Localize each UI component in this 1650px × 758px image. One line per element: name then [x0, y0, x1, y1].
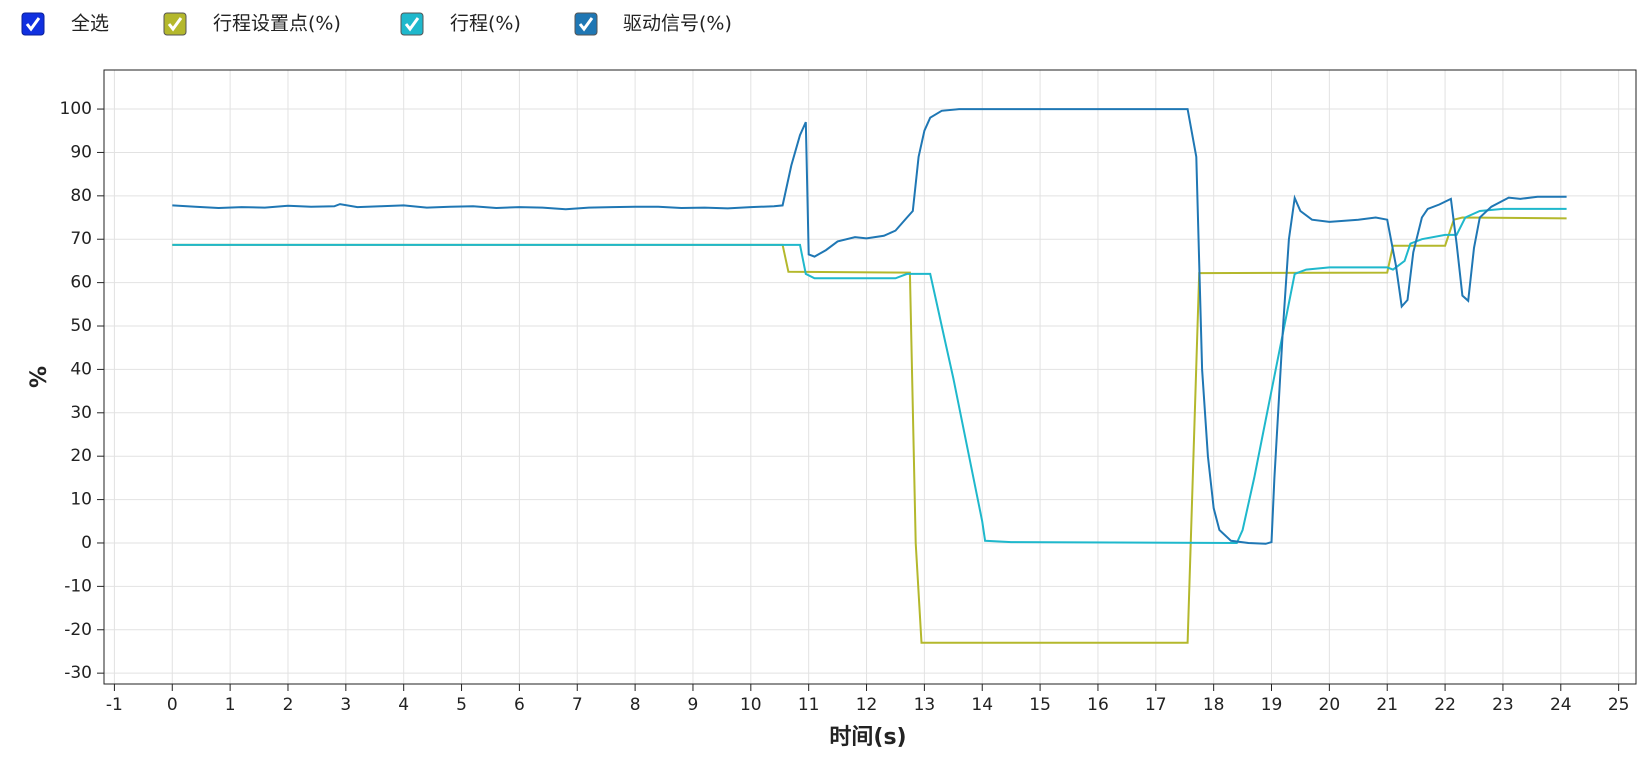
- checkbox-check: [167, 17, 183, 32]
- x-tick-label: 12: [856, 695, 878, 715]
- y-tick-label: 50: [70, 316, 92, 336]
- x-tick-label: 2: [283, 695, 294, 715]
- x-tick-label: 9: [688, 695, 699, 715]
- x-tick-label: 22: [1434, 695, 1456, 715]
- y-tick-label: 60: [70, 273, 92, 293]
- x-tick-label: 6: [514, 695, 525, 715]
- y-tick-label: 100: [60, 99, 92, 119]
- legend-checkbox[interactable]: [163, 12, 187, 36]
- x-tick-label: 19: [1261, 695, 1283, 715]
- x-tick-label: 16: [1087, 695, 1109, 715]
- x-axis-label: 时间(s): [829, 725, 906, 750]
- x-tick-label: 0: [167, 695, 178, 715]
- x-tick-label: 13: [914, 695, 936, 715]
- x-tick-label: 5: [456, 695, 467, 715]
- x-tick-label: 11: [798, 695, 820, 715]
- x-tick-label: 23: [1492, 695, 1514, 715]
- x-tick-label: 8: [630, 695, 641, 715]
- y-tick-label: 20: [70, 446, 92, 466]
- y-tick-label: 30: [70, 403, 92, 423]
- x-tick-label: 14: [971, 695, 993, 715]
- x-tick-label: 1: [225, 695, 236, 715]
- series-line: [172, 108, 1567, 545]
- x-tick-label: 20: [1319, 695, 1341, 715]
- y-tick-label: 40: [70, 359, 92, 379]
- y-tick-label: 10: [70, 490, 92, 510]
- y-tick-label: 90: [70, 142, 92, 162]
- checkbox-check: [25, 17, 41, 32]
- y-tick-label: 70: [70, 229, 92, 249]
- x-tick-label: 21: [1376, 695, 1398, 715]
- legend-checkbox[interactable]: [574, 12, 598, 36]
- x-tick-label: 4: [398, 695, 409, 715]
- select-all-checkbox[interactable]: [21, 12, 45, 36]
- legend-label: 行程设置点(%): [213, 13, 341, 35]
- plot-frame: [103, 69, 1637, 685]
- y-tick-label: -10: [64, 576, 92, 596]
- x-tick-label: 3: [340, 695, 351, 715]
- x-tick-label: 25: [1608, 695, 1630, 715]
- x-tick-label: -1: [106, 695, 123, 715]
- x-tick-label: 24: [1550, 695, 1572, 715]
- x-tick-label: 7: [572, 695, 583, 715]
- x-tick-label: 10: [740, 695, 762, 715]
- checkbox-check: [404, 17, 420, 32]
- series-line: [172, 216, 1567, 644]
- x-tick-label: 17: [1145, 695, 1167, 715]
- y-tick-label: 80: [70, 186, 92, 206]
- y-tick-label: -30: [64, 663, 92, 683]
- checkbox-check: [578, 17, 594, 32]
- legend-label: 驱动信号(%): [623, 13, 732, 35]
- y-tick-label: 0: [81, 533, 92, 553]
- x-tick-label: 15: [1029, 695, 1051, 715]
- y-axis-label: %: [27, 366, 52, 388]
- legend-label: 行程(%): [450, 13, 521, 35]
- select-all-label: 全选: [71, 13, 109, 35]
- x-tick-label: 18: [1203, 695, 1225, 715]
- legend-checkbox[interactable]: [400, 12, 424, 36]
- y-tick-label: -20: [64, 620, 92, 640]
- series-line: [172, 207, 1567, 545]
